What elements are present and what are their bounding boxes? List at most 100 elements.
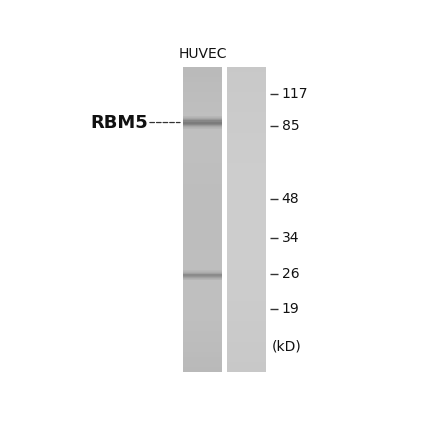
Bar [183,87,222,92]
Bar [183,179,222,183]
Bar [227,331,267,336]
Bar [183,367,222,372]
Bar [227,296,267,301]
Bar [227,87,267,92]
Bar [183,271,222,272]
Bar [183,126,222,127]
Bar [183,194,222,199]
Bar [227,229,267,235]
Text: 85: 85 [282,119,299,133]
Bar [227,183,267,189]
Bar [227,342,267,347]
Bar [183,277,222,278]
Bar [227,336,267,342]
Bar [183,280,222,285]
Bar [227,97,267,102]
Text: HUVEC: HUVEC [179,48,227,61]
Bar [227,245,267,250]
Bar [227,67,267,71]
Bar [183,117,222,123]
Bar [183,153,222,158]
Bar [227,199,267,204]
Bar [227,280,267,285]
Bar [227,362,267,367]
Bar [227,179,267,183]
Bar [227,255,267,260]
Bar [183,326,222,331]
Bar [227,214,267,219]
Bar [227,301,267,306]
Bar [227,173,267,179]
Bar [183,123,222,127]
Bar [227,209,267,214]
Bar [227,163,267,168]
Bar [183,173,222,179]
Bar [183,255,222,260]
Bar [227,168,267,173]
Bar [183,275,222,280]
Bar [227,235,267,240]
Bar [227,153,267,158]
Bar [183,274,222,275]
Bar [183,183,222,189]
Bar [227,224,267,229]
Text: RBM5: RBM5 [91,113,149,131]
Bar [183,336,222,342]
Bar [227,133,267,138]
Bar [183,127,222,133]
Bar [183,265,222,270]
Bar [227,148,267,153]
Bar [227,123,267,127]
Bar [183,342,222,347]
Bar [183,306,222,311]
Bar [227,285,267,291]
Bar [183,291,222,296]
Bar [227,326,267,331]
Bar [183,82,222,87]
Bar [227,321,267,326]
Bar [227,219,267,224]
Bar [183,240,222,245]
Bar [227,265,267,270]
Bar [227,143,267,148]
Bar [183,127,222,129]
Bar [183,245,222,250]
Bar [227,306,267,311]
Bar [183,276,222,277]
Bar [183,168,222,173]
Bar [227,275,267,280]
Bar [183,250,222,255]
Bar [183,117,222,119]
Bar [227,260,267,265]
Bar [183,92,222,97]
Bar [183,229,222,235]
Bar [183,102,222,107]
Bar [183,357,222,362]
Bar [227,367,267,372]
Bar [183,235,222,240]
Bar [183,362,222,367]
Bar [183,279,222,280]
Bar [227,194,267,199]
Text: 34: 34 [282,231,299,245]
Bar [183,285,222,291]
Bar [183,124,222,126]
Bar [227,250,267,255]
Text: 117: 117 [282,87,308,101]
Bar [227,347,267,352]
Bar [183,123,222,124]
Bar [227,270,267,275]
Bar [183,270,222,271]
Bar [227,102,267,107]
Bar [183,347,222,352]
Bar [227,311,267,316]
Bar [227,82,267,87]
Bar [183,122,222,123]
Bar [183,321,222,326]
Bar [227,77,267,82]
Bar [227,240,267,245]
Bar [183,301,222,306]
Bar [227,291,267,296]
Bar [183,278,222,279]
Text: 48: 48 [282,192,299,206]
